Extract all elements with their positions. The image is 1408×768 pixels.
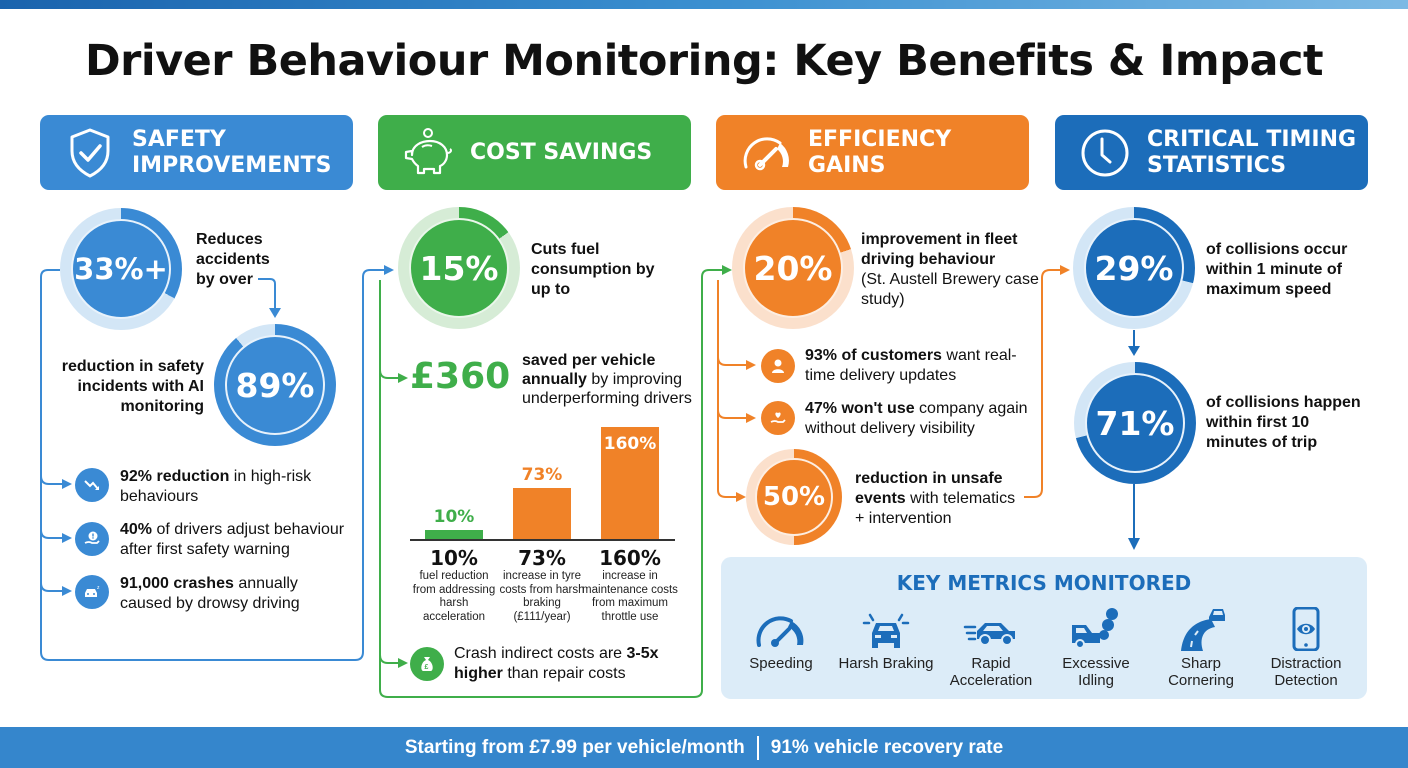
bar-1-desc: fuel reduction from addressing harsh acc… (412, 570, 496, 623)
efficiency-stat2-ring: 50% (746, 449, 842, 545)
bar-2-label: 73% (521, 465, 563, 485)
customer-icon (761, 349, 795, 383)
safety-header-label: Safety Improvements (132, 126, 332, 178)
timing-header: Critical Timing Statistics (1055, 115, 1368, 190)
bar-2-desc: increase in tyre costs from harsh brakin… (499, 570, 585, 623)
cost-header-label: Cost Savings (470, 139, 653, 165)
key-metrics-title: Key Metrics Monitored (896, 571, 1192, 595)
efficiency-stat1-value: 20% (743, 218, 843, 318)
key-metrics-panel: Key Metrics Monitored Speeding Harsh Bra… (721, 557, 1367, 699)
cost-stat2-text: saved per vehicle annually by improving … (522, 352, 692, 407)
safety-stat2-text: reduction in safety incidents with AI mo… (61, 358, 204, 415)
bar-3 (601, 427, 659, 539)
cost-header: Cost Savings (378, 115, 691, 190)
bar-1 (425, 530, 483, 539)
safety-stat2-ring: 89% (214, 324, 336, 446)
phone-eye-icon (1278, 607, 1334, 651)
safety-item-1: 92% reduction in high-risk behaviours (120, 468, 312, 505)
piggy-bank-icon (400, 125, 456, 181)
timing-stat1-value: 29% (1084, 218, 1184, 318)
footer-divider (756, 735, 759, 760)
car-braking-icon (858, 607, 914, 651)
svg-text:z: z (97, 585, 100, 591)
safety-stat2-value: 89% (225, 335, 325, 435)
connector-lines (40, 265, 1140, 698)
footer-recovery-rate: 91% vehicle recovery rate (770, 736, 1004, 758)
efficiency-item-2: 47% won't use company again without deli… (805, 400, 1028, 437)
safety-item-3: 91,000 crashes annually caused by drowsy… (120, 575, 300, 612)
footer-pricing: Starting from £7.99 per vehicle/month (404, 736, 745, 758)
hand-alert-icon (75, 522, 109, 556)
cost-note: Crash indirect costs are 3-5x higher than… (454, 645, 659, 682)
trend-down-icon (75, 468, 109, 502)
fast-car-icon (963, 607, 1019, 651)
footer-banner: Starting from £7.99 per vehicle/month 91… (0, 727, 1408, 768)
metric-sharp-cornering: Sharp Cornering (1151, 607, 1251, 689)
speedometer-icon (738, 125, 794, 181)
efficiency-stat1-ring: 20% (732, 207, 854, 329)
timing-header-label: Critical Timing Statistics (1147, 126, 1357, 178)
svg-text:£: £ (425, 664, 429, 671)
cost-stat1-value: 15% (409, 218, 509, 318)
metric-harsh-braking: Harsh Braking (836, 607, 936, 672)
speedometer-icon (753, 607, 809, 651)
bar-3-label: 160% (603, 434, 657, 454)
chart-baseline (410, 539, 675, 541)
metric-rapid-acceleration: Rapid Acceleration (941, 607, 1041, 689)
safety-stat1-ring: 33%+ (60, 208, 182, 330)
timing-stat2-text: of collisions happen within first 10 min… (1206, 394, 1361, 451)
clock-icon (1077, 125, 1133, 181)
cost-stat1-text: Cuts fuel consumption by up to (531, 241, 655, 298)
safety-stat1-value: 33%+ (71, 219, 171, 319)
bar-3-stat: 160% (599, 546, 661, 570)
metric-distraction-detection: Distraction Detection (1256, 607, 1356, 689)
money-bag-icon: £ (410, 647, 444, 681)
metric-speeding: Speeding (731, 607, 831, 672)
efficiency-stat2-text: reduction in unsafe events with telemati… (855, 470, 1016, 527)
safety-item-2: 40% of drivers adjust behaviour after fi… (120, 521, 345, 558)
bar-2-stat: 73% (518, 546, 566, 570)
efficiency-item-1: 93% of customers want real-time delivery… (805, 347, 1017, 384)
bar-1-stat: 10% (430, 546, 478, 570)
timing-stat1-text: of collisions occur within 1 minute of m… (1206, 241, 1348, 298)
drowsy-car-icon: z (75, 575, 109, 609)
timing-stat1-ring: 29% (1073, 207, 1195, 329)
shield-check-icon (62, 125, 118, 181)
metric-excessive-idling: Excessive Idling (1046, 607, 1146, 689)
top-accent-bar (0, 0, 1408, 9)
safety-stat1-text: Reduces accidents by over (196, 231, 270, 288)
hand-heart-icon (761, 401, 795, 435)
bar-2 (513, 488, 571, 539)
cost-stat2-value: £360 (410, 356, 511, 397)
bar-3-desc: increase in maintenance costs from maxim… (582, 570, 678, 623)
page-title: Driver Behaviour Monitoring: Key Benefit… (84, 36, 1324, 86)
curved-road-icon (1173, 607, 1229, 651)
idling-car-smoke-icon (1068, 607, 1124, 651)
efficiency-header-label: Efficiency Gains (808, 126, 952, 178)
efficiency-header: Efficiency Gains (716, 115, 1029, 190)
timing-stat2-value: 71% (1085, 373, 1185, 473)
efficiency-stat1-text: improvement in fleet driving behaviour (S… (861, 231, 1039, 308)
cost-stat1-ring: 15% (398, 207, 520, 329)
efficiency-stat2-value: 50% (755, 458, 833, 536)
timing-stat2-ring: 71% (1074, 362, 1196, 484)
safety-header: Safety Improvements (40, 115, 353, 190)
bar-1-label: 10% (433, 507, 475, 527)
